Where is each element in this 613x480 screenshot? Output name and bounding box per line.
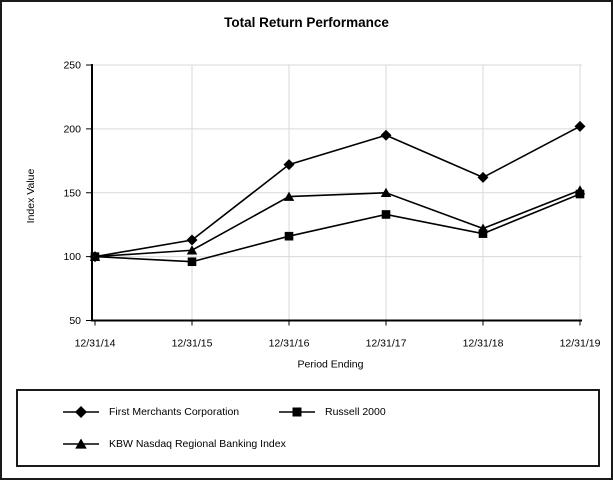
- legend-box: First Merchants Corporation Russell 2000…: [16, 389, 600, 467]
- series-line-1: [94, 193, 581, 263]
- diamond-marker: [380, 129, 392, 141]
- chart-title: Total Return Performance: [224, 15, 389, 30]
- diamond-marker-icon: [63, 406, 99, 418]
- square-marker: [381, 210, 391, 219]
- plot-area: 50 100 150 200 250 12/31/14 12/31/15 12/31/16 12…: [25, 60, 601, 371]
- y-tick-label: 150: [63, 187, 81, 199]
- series-line-2: [94, 189, 581, 258]
- triangle-marker: [380, 187, 392, 197]
- y-tick-label: 100: [63, 251, 81, 263]
- square-marker: [284, 231, 294, 241]
- square-marker-icon: [279, 407, 315, 417]
- x-tick-label: 12/31/19: [560, 338, 601, 350]
- diamond-marker: [574, 120, 586, 132]
- y-tick-label: 200: [63, 123, 81, 135]
- x-axis-title: Period Ending: [298, 359, 364, 371]
- y-tick-label: 250: [63, 60, 81, 72]
- diamond-marker: [477, 171, 489, 183]
- y-tick-label: 50: [69, 315, 81, 327]
- square-marker: [187, 257, 197, 267]
- square-marker: [292, 407, 302, 417]
- triangle-marker: [283, 191, 295, 201]
- y-axis-title: Index Value: [25, 169, 37, 224]
- x-tick-label: 12/31/16: [269, 338, 310, 350]
- series-line-0: [94, 125, 581, 258]
- legend-label-kbw-index: KBW Nasdaq Regional Banking Index: [109, 438, 286, 450]
- x-tick-label: 12/31/14: [75, 338, 116, 350]
- triangle-marker: [574, 185, 586, 195]
- legend-item-first-merchants: First Merchants Corporation: [63, 404, 239, 420]
- diamond-marker: [75, 406, 87, 418]
- legend-label-first-merchants: First Merchants Corporation: [109, 406, 240, 418]
- triangle-marker-icon: [63, 438, 99, 449]
- triangle-marker: [186, 245, 198, 255]
- legend-label-russell-2000: Russell 2000: [325, 406, 386, 418]
- triangle-marker: [75, 438, 87, 449]
- legend-item-russell-2000: Russell 2000: [279, 404, 386, 420]
- x-tick-label: 12/31/17: [366, 338, 407, 350]
- triangle-marker: [477, 223, 489, 233]
- x-tick-label: 12/31/18: [463, 338, 504, 350]
- x-tick-label: 12/31/15: [172, 338, 213, 350]
- diamond-marker: [283, 159, 295, 171]
- diamond-marker: [186, 234, 198, 246]
- triangle-marker: [89, 251, 101, 261]
- legend-item-kbw-index: KBW Nasdaq Regional Banking Index: [63, 436, 286, 452]
